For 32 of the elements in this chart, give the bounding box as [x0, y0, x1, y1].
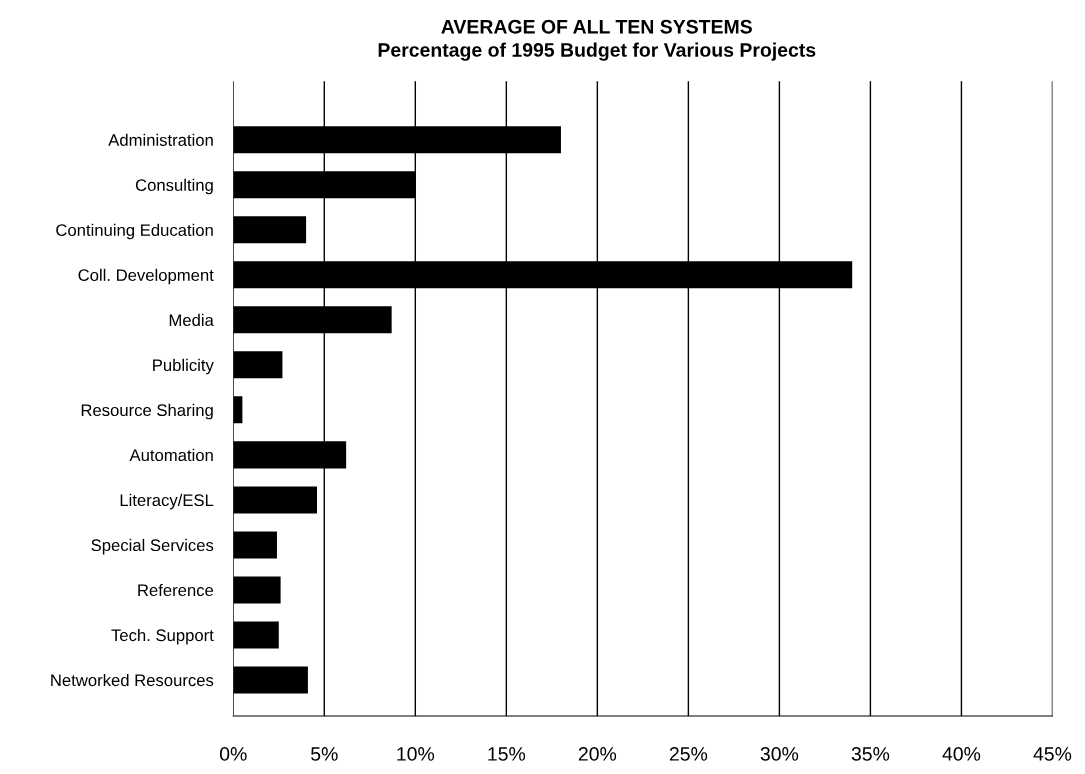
y-tick-label: Automation: [129, 448, 213, 462]
x-tick-label: 40%: [942, 747, 981, 761]
x-tick-label: 25%: [669, 747, 708, 761]
x-tick-label: 0%: [219, 747, 247, 761]
x-tick-label: 45%: [1033, 747, 1072, 761]
bar: [233, 216, 307, 244]
y-tick-label: Consulting: [135, 178, 213, 195]
y-tick-label: Continuing Education: [56, 223, 213, 240]
y-tick-label: Media: [169, 313, 214, 327]
x-tick-label: 15%: [488, 747, 526, 761]
bar: [233, 666, 308, 694]
y-tick-label: Tech. Support: [111, 628, 214, 645]
x-tick-label: 35%: [851, 747, 890, 761]
bar: [233, 351, 283, 379]
chart-subtitle: Percentage of 1995 Budget for Various Projects: [378, 42, 816, 61]
x-tick-label: 20%: [578, 747, 617, 761]
y-tick-label: Publicity: [153, 358, 214, 375]
bar: [233, 621, 279, 649]
x-tick-label: 10%: [397, 747, 435, 761]
bar: [233, 576, 281, 604]
y-tick-label: Literacy/ESL: [120, 493, 214, 510]
bar: [233, 486, 318, 514]
y-tick-label: Coll. Development: [78, 268, 214, 285]
y-tick-label: Special Services: [91, 538, 214, 555]
y-tick-label: Networked Resources: [51, 673, 214, 687]
bar: [233, 531, 277, 559]
y-tick-label: Resource Sharing: [81, 403, 213, 420]
y-tick-label: Administration: [108, 133, 213, 146]
x-tick-label: 30%: [760, 747, 799, 761]
chart-title: AVERAGE OF ALL TEN SYSTEMS: [441, 19, 752, 34]
x-tick-label: 5%: [311, 747, 338, 761]
y-tick-label: Reference: [138, 583, 214, 597]
